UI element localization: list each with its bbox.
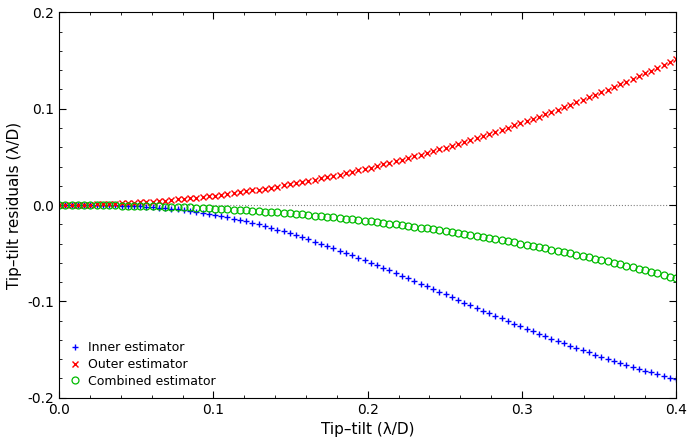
Y-axis label: Tip–tilt residuals (λ/D): Tip–tilt residuals (λ/D) [7, 122, 22, 289]
Combined estimator [198, 205, 207, 210]
Combined estimator [622, 263, 630, 269]
Legend: Inner estimator, Outer estimator, Combined estimator: Inner estimator, Outer estimator, Combin… [65, 337, 219, 392]
Combined estimator [672, 275, 680, 281]
Line: Inner estimator: Inner estimator [56, 202, 679, 382]
Line: Combined estimator: Combined estimator [56, 202, 679, 281]
Outer estimator [672, 56, 680, 62]
Outer estimator [423, 150, 431, 155]
Outer estimator [55, 202, 63, 208]
Line: Outer estimator: Outer estimator [56, 56, 679, 208]
Inner estimator [55, 202, 63, 208]
Outer estimator [641, 71, 649, 76]
Inner estimator [622, 362, 630, 368]
Outer estimator [373, 163, 381, 169]
Combined estimator [423, 226, 431, 231]
Combined estimator [373, 219, 381, 225]
Inner estimator [641, 368, 649, 373]
Outer estimator [174, 197, 182, 202]
Inner estimator [174, 207, 182, 212]
Combined estimator [641, 268, 649, 273]
Outer estimator [622, 79, 630, 84]
Inner estimator [373, 263, 381, 268]
Inner estimator [672, 377, 680, 382]
Inner estimator [198, 210, 207, 215]
X-axis label: Tip–tilt (λ/D): Tip–tilt (λ/D) [321, 422, 414, 437]
Outer estimator [198, 194, 207, 200]
Inner estimator [423, 284, 431, 289]
Combined estimator [174, 204, 182, 210]
Combined estimator [55, 202, 63, 208]
